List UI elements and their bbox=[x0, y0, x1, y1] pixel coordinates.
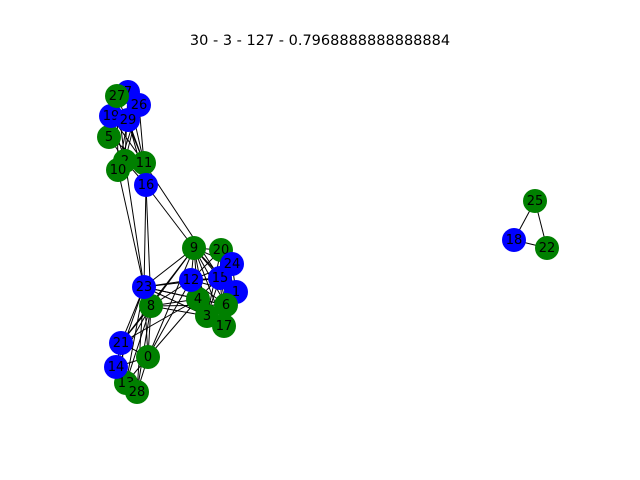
node-label: 17 bbox=[216, 319, 233, 334]
node-10: 10 bbox=[106, 158, 130, 182]
node-circle bbox=[116, 108, 140, 132]
node-12: 12 bbox=[179, 268, 203, 292]
node-label: 4 bbox=[194, 292, 202, 307]
node-circle bbox=[97, 125, 121, 149]
node-16: 16 bbox=[134, 173, 158, 197]
node-label: 12 bbox=[183, 273, 200, 288]
node-circle bbox=[535, 236, 559, 260]
node-29: 29 bbox=[116, 108, 140, 132]
node-label: 23 bbox=[136, 280, 153, 295]
node-6: 6 bbox=[214, 293, 238, 317]
node-circle bbox=[132, 275, 156, 299]
node-circle bbox=[109, 331, 133, 355]
node-label: 6 bbox=[222, 298, 230, 313]
node-label: 11 bbox=[136, 156, 153, 171]
node-circle bbox=[186, 287, 210, 311]
node-label: 26 bbox=[131, 98, 148, 113]
node-27: 27 bbox=[105, 84, 129, 108]
node-label: 19 bbox=[103, 109, 120, 124]
node-4: 4 bbox=[186, 287, 210, 311]
node-23: 23 bbox=[132, 275, 156, 299]
node-label: 21 bbox=[113, 336, 130, 351]
node-circle bbox=[125, 380, 149, 404]
node-label: 14 bbox=[108, 360, 125, 375]
node-label: 1 bbox=[232, 285, 240, 300]
node-11: 11 bbox=[132, 151, 156, 175]
node-circle bbox=[179, 268, 203, 292]
edge-4-0 bbox=[147, 298, 199, 358]
node-18: 18 bbox=[502, 228, 526, 252]
node-circle bbox=[502, 228, 526, 252]
node-circle bbox=[106, 158, 130, 182]
edge-2-23 bbox=[124, 160, 145, 288]
node-label: 16 bbox=[138, 178, 155, 193]
node-label: 8 bbox=[147, 299, 155, 314]
edge-12-0 bbox=[147, 279, 192, 358]
node-label: 24 bbox=[224, 257, 241, 272]
node-circle bbox=[212, 314, 236, 338]
node-21: 21 bbox=[109, 331, 133, 355]
node-label: 3 bbox=[203, 309, 211, 324]
node-9: 9 bbox=[182, 236, 206, 260]
node-0: 0 bbox=[136, 345, 160, 369]
graph-title: 30 - 3 - 127 - 0.7968888888888884 bbox=[189, 33, 451, 49]
node-circle bbox=[105, 84, 129, 108]
node-25: 25 bbox=[523, 189, 547, 213]
node-8: 8 bbox=[139, 294, 163, 318]
node-layer: 0123456789101112131415161718192021222324… bbox=[97, 80, 559, 404]
node-label: 29 bbox=[120, 113, 137, 128]
node-label: 18 bbox=[506, 233, 523, 248]
edge-23-6 bbox=[143, 286, 227, 306]
edge-16-9 bbox=[145, 184, 195, 249]
node-circle bbox=[214, 293, 238, 317]
node-label: 5 bbox=[105, 130, 113, 145]
edge-9-0 bbox=[147, 247, 195, 358]
node-14: 14 bbox=[104, 355, 128, 379]
node-label: 10 bbox=[110, 163, 127, 178]
edge-4-21 bbox=[120, 298, 199, 344]
node-circle bbox=[104, 355, 128, 379]
edge-9-21 bbox=[120, 247, 195, 344]
node-circle bbox=[220, 252, 244, 276]
node-circle bbox=[136, 345, 160, 369]
node-label: 25 bbox=[527, 194, 544, 209]
node-circle bbox=[139, 294, 163, 318]
node-28: 28 bbox=[125, 380, 149, 404]
node-label: 0 bbox=[144, 350, 152, 365]
node-circle bbox=[182, 236, 206, 260]
node-22: 22 bbox=[535, 236, 559, 260]
node-label: 27 bbox=[109, 89, 126, 104]
node-circle bbox=[523, 189, 547, 213]
node-circle bbox=[134, 173, 158, 197]
node-5: 5 bbox=[97, 125, 121, 149]
node-label: 22 bbox=[539, 241, 556, 256]
node-17: 17 bbox=[212, 314, 236, 338]
node-label: 28 bbox=[129, 385, 146, 400]
edge-layer bbox=[108, 91, 548, 393]
node-circle bbox=[132, 151, 156, 175]
node-24: 24 bbox=[220, 252, 244, 276]
node-label: 15 bbox=[212, 271, 229, 286]
edge-8-13 bbox=[125, 305, 152, 384]
edge-16-23 bbox=[143, 184, 147, 288]
node-label: 9 bbox=[190, 241, 198, 256]
edge-10-23 bbox=[117, 169, 145, 288]
